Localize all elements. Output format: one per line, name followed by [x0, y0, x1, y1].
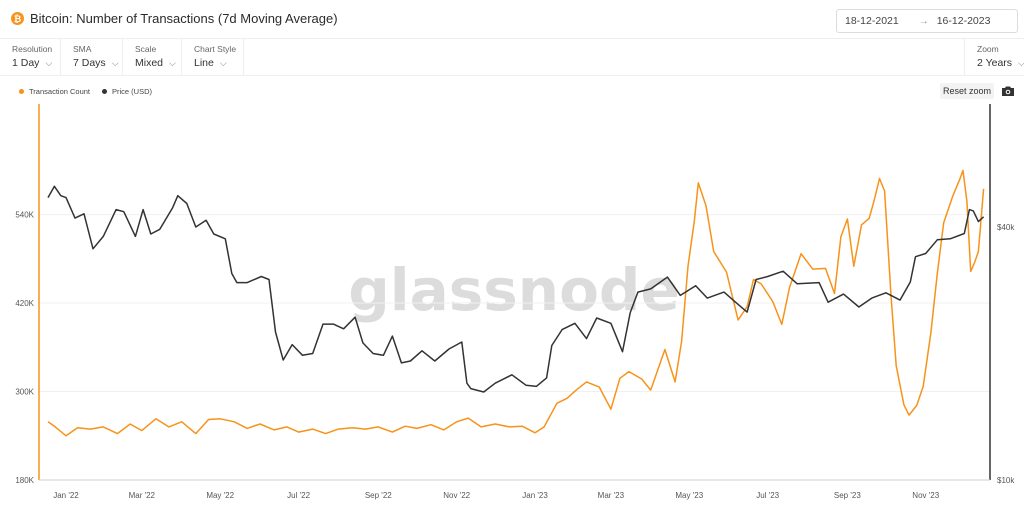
legend: Transaction Count Price (USD)	[19, 87, 164, 96]
chevron-down-icon: ⌵	[169, 58, 176, 68]
chart-style-value-text: Line	[194, 57, 214, 69]
resolution-select[interactable]: Resolution 1 Day ⌵	[0, 39, 61, 75]
chart-style-value[interactable]: Line ⌵	[194, 57, 227, 69]
x-tick-label: Sep '22	[365, 491, 392, 500]
chart-title: Bitcoin: Number of Transactions (7d Movi…	[30, 11, 338, 26]
y-right-tick-label: $10k	[997, 476, 1015, 485]
zoom-value-text: 2 Years	[977, 57, 1013, 69]
date-from[interactable]: 18-12-2021	[845, 15, 899, 27]
legend-item-price[interactable]: Price (USD)	[102, 87, 152, 96]
title-wrap: ₿ Bitcoin: Number of Transactions (7d Mo…	[11, 11, 338, 26]
sma-label: SMA	[73, 44, 92, 54]
date-to[interactable]: 16-12-2023	[936, 15, 991, 27]
chart-toolbar: Resolution 1 Day ⌵ SMA 7 Days ⌵ Scale Mixe…	[0, 39, 1024, 76]
chart-header: ₿ Bitcoin: Number of Transactions (7d Mo…	[0, 0, 1024, 39]
right-axis: $10k $40k	[989, 104, 1015, 485]
x-tick-label: Jul '23	[756, 491, 779, 500]
y-left-tick-label: 300K	[15, 388, 34, 397]
resolution-label: Resolution	[12, 44, 53, 54]
sma-value-text: 7 Days	[73, 57, 106, 69]
x-tick-label: Jan '23	[522, 491, 548, 500]
arrow-right-icon: →	[918, 15, 929, 27]
scale-label: Scale	[135, 44, 157, 54]
scale-value-text: Mixed	[135, 57, 164, 69]
x-tick-label: Mar '23	[598, 491, 625, 500]
chevron-down-icon: ⌵	[45, 58, 53, 68]
left-axis: 180K 300K 420K 540K	[15, 104, 40, 485]
x-tick-label: Jan '22	[53, 491, 79, 500]
zoom-select[interactable]: Zoom 2 Years ⌵	[964, 39, 1024, 75]
x-tick-label: Mar '22	[129, 491, 156, 500]
zoom-value[interactable]: 2 Years ⌵	[977, 57, 1024, 69]
grid-lines	[39, 214, 990, 481]
y-left-tick-label: 420K	[15, 299, 34, 308]
zoom-label: Zoom	[977, 44, 999, 54]
series-line-price	[47, 185, 985, 393]
resolution-value[interactable]: 1 Day ⌵	[12, 57, 52, 69]
chevron-down-icon: ⌵	[1018, 58, 1024, 68]
scale-select[interactable]: Scale Mixed ⌵	[123, 39, 182, 75]
sma-value[interactable]: 7 Days ⌵	[73, 57, 119, 69]
bitcoin-icon: ₿	[11, 12, 24, 25]
chart-style-select[interactable]: Chart Style Line ⌵	[182, 39, 244, 75]
date-range-picker[interactable]: 18-12-2021 → 16-12-2023	[836, 9, 1018, 33]
x-tick-label: Nov '22	[443, 491, 470, 500]
chart-style-label: Chart Style	[194, 44, 237, 54]
legend-label-transactions: Transaction Count	[29, 87, 91, 96]
y-left-tick-label: 540K	[15, 211, 34, 220]
camera-icon[interactable]	[1001, 85, 1015, 97]
sma-select[interactable]: SMA 7 Days ⌵	[61, 39, 123, 75]
y-left-tick-label: 180K	[15, 476, 34, 485]
legend-dot-price	[102, 89, 108, 94]
legend-label-price: Price (USD)	[112, 87, 153, 96]
reset-zoom-button[interactable]: Reset zoom	[940, 83, 994, 99]
legend-item-transactions[interactable]: Transaction Count	[19, 87, 90, 96]
x-tick-label: Jul '22	[287, 491, 310, 500]
x-tick-label: May '23	[675, 491, 703, 500]
y-right-tick-label: $40k	[997, 223, 1015, 232]
scale-value[interactable]: Mixed ⌵	[135, 57, 176, 69]
resolution-value-text: 1 Day	[12, 57, 40, 69]
x-axis: Jan '22 Mar '22 May '22 Jul '22 Sep '22 Nov '…	[39, 479, 990, 500]
chevron-down-icon: ⌵	[219, 58, 227, 68]
x-tick-label: Nov '23	[912, 491, 939, 500]
x-tick-label: May '22	[206, 491, 234, 500]
series-layer	[47, 169, 985, 437]
x-tick-label: Sep '23	[834, 491, 861, 500]
series-line-transactions	[47, 169, 985, 437]
watermark: glassnode	[348, 256, 680, 324]
legend-dot-transactions	[19, 89, 24, 94]
chevron-down-icon: ⌵	[111, 58, 119, 68]
